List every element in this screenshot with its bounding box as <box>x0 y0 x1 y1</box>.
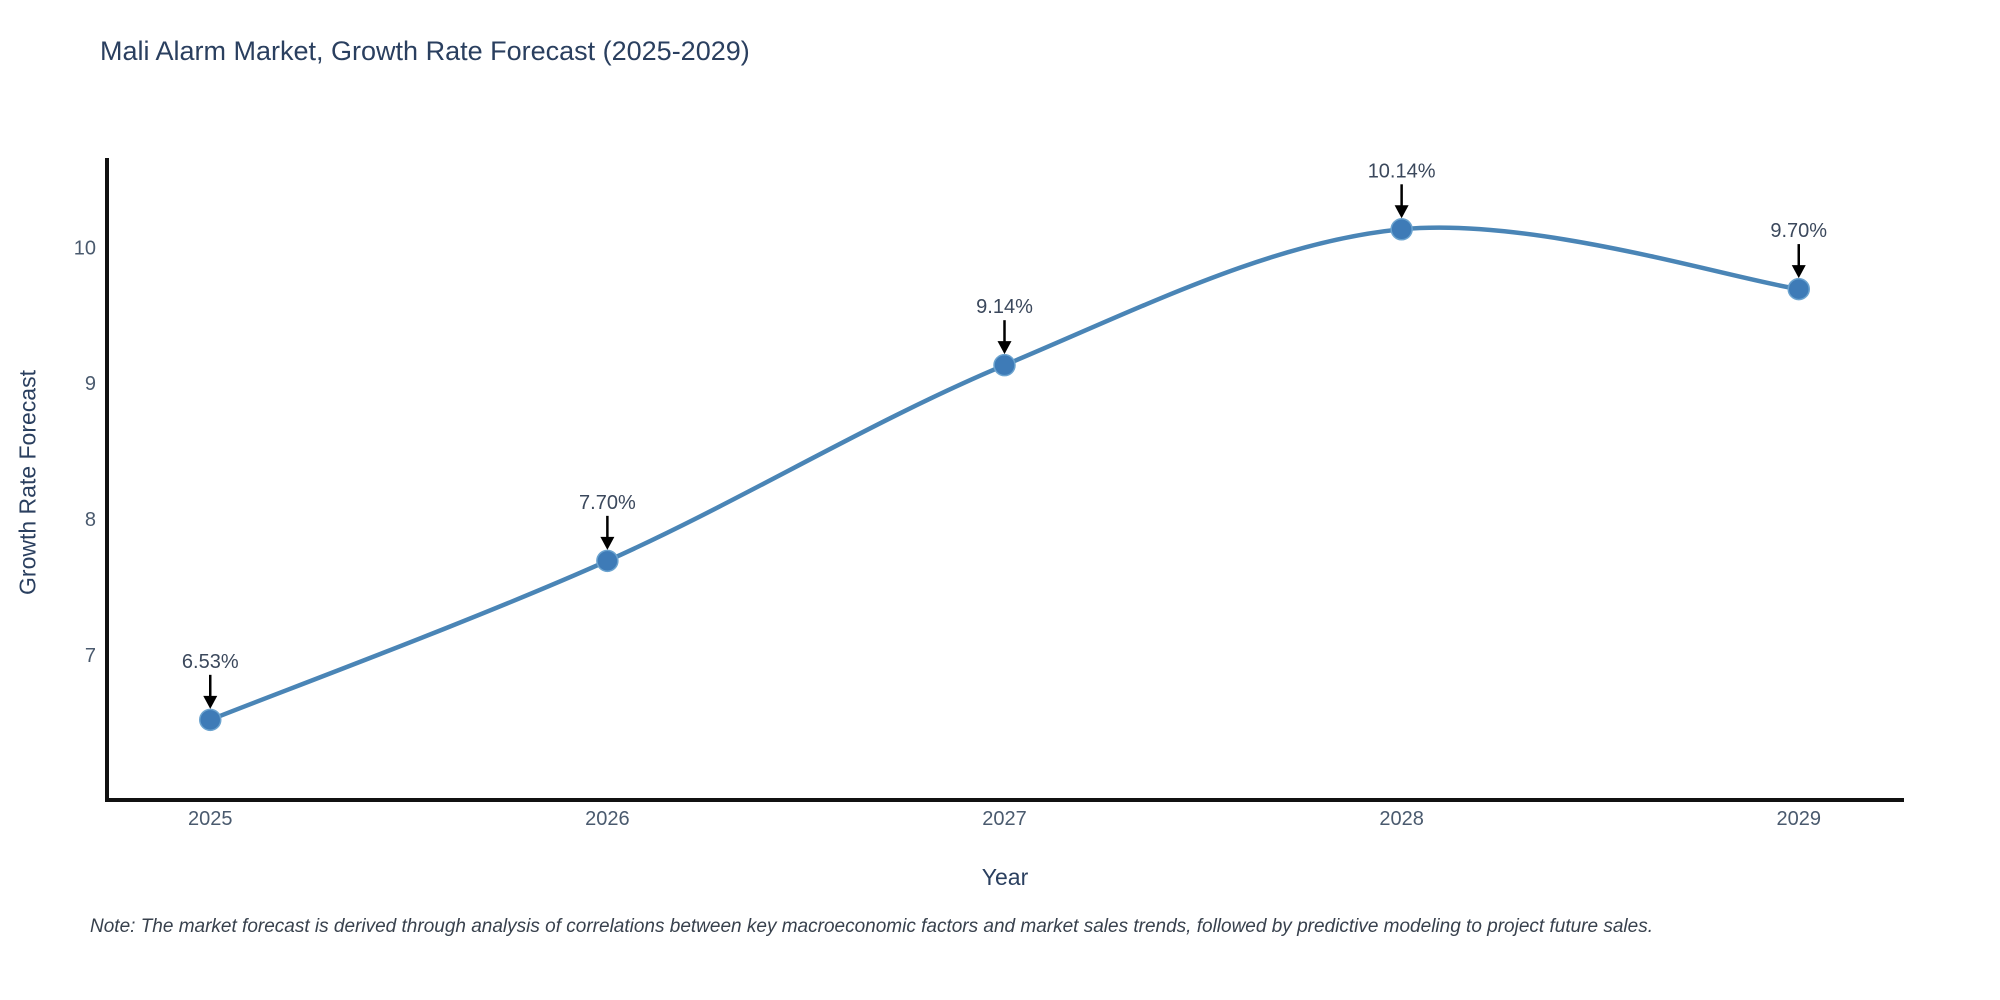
data-point-label: 6.53% <box>182 651 239 673</box>
x-tick-label: 2028 <box>1379 808 1424 830</box>
data-point-marker[interactable] <box>1787 277 1810 301</box>
data-point-label: 9.14% <box>976 296 1033 318</box>
data-point-marker[interactable] <box>596 549 619 573</box>
data-point-label: 10.14% <box>1368 160 1436 182</box>
data-point-label: 7.70% <box>579 492 636 514</box>
chart-note: Note: The market forecast is derived thr… <box>90 916 1653 937</box>
data-point-label: 9.70% <box>1770 220 1827 242</box>
annotation-arrow-head <box>203 695 218 709</box>
x-tick-label: 2025 <box>188 808 233 830</box>
x-tick-label: 2026 <box>585 808 630 830</box>
annotation-arrow-head <box>1791 265 1806 279</box>
y-tick-label: 8 <box>85 509 96 531</box>
data-point-marker[interactable] <box>199 708 222 732</box>
axis-lines <box>105 158 1904 802</box>
data-point-marker[interactable] <box>993 353 1016 377</box>
annotation-arrow-head <box>600 536 615 550</box>
y-tick-label: 10 <box>74 237 96 259</box>
y-tick-label: 9 <box>85 373 96 395</box>
x-tick-label: 2029 <box>1776 808 1821 830</box>
annotation-arrow-head <box>997 341 1012 355</box>
x-axis-title: Year <box>981 864 1029 890</box>
annotation-arrow-head <box>1394 205 1409 219</box>
x-tick-label: 2027 <box>982 808 1027 830</box>
data-point-marker[interactable] <box>1390 218 1413 241</box>
chart-title: Mali Alarm Market, Growth Rate Forecast … <box>100 36 750 66</box>
y-tick-label: 7 <box>85 645 96 667</box>
